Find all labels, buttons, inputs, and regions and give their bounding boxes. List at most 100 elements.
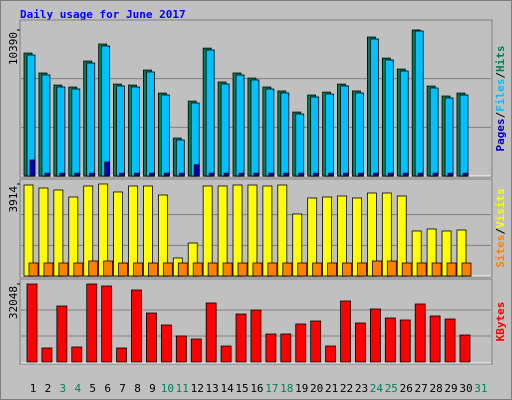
bar [310, 320, 322, 363]
bar [26, 283, 38, 363]
legend-entry: KBytes [494, 302, 507, 342]
bar [283, 172, 290, 177]
bar [56, 305, 68, 363]
bar [340, 85, 349, 177]
bar [432, 172, 439, 177]
bar [71, 346, 83, 363]
bar [68, 196, 79, 277]
bar [163, 172, 170, 177]
bar [149, 172, 155, 177]
bar [327, 262, 338, 277]
bar [26, 54, 36, 177]
x-tick-label: 4 [74, 382, 81, 395]
legend-entry: Files [494, 79, 507, 112]
bar [343, 172, 349, 177]
bar [247, 184, 258, 277]
bar [131, 289, 142, 363]
bar [414, 303, 426, 363]
bar [342, 262, 352, 277]
bar [235, 74, 245, 177]
x-tick-label: 9 [149, 382, 156, 395]
bar [313, 172, 320, 177]
legend: KBytes [494, 302, 507, 342]
bar [193, 164, 200, 177]
bar [237, 262, 248, 277]
chart-title: Daily usage for June 2017 [20, 8, 186, 21]
bar [461, 262, 472, 277]
x-tick-label: 25 [385, 382, 398, 395]
bar [23, 184, 34, 277]
bar [202, 185, 213, 277]
bar [417, 172, 424, 177]
bar [307, 197, 318, 277]
bar [86, 283, 98, 363]
bar [401, 262, 412, 277]
x-tick-label: 21 [325, 382, 338, 395]
x-tick-label: 6 [104, 382, 111, 395]
bar [157, 194, 168, 277]
bar [357, 262, 367, 277]
bar [148, 262, 158, 277]
bar [429, 315, 441, 363]
x-tick-label: 8 [134, 382, 141, 395]
bar [280, 333, 292, 363]
bar [29, 159, 36, 177]
bar [446, 262, 457, 277]
bar [220, 83, 230, 177]
bar [355, 92, 364, 177]
x-tick-label: 14 [220, 382, 234, 395]
bar [116, 347, 127, 363]
bar [101, 45, 111, 177]
bar [235, 313, 247, 363]
x-tick-label: 5 [89, 382, 96, 395]
bar [222, 262, 233, 277]
legend-separator: / [494, 228, 507, 235]
bar [41, 74, 51, 177]
bar [325, 93, 335, 177]
bar [58, 262, 69, 277]
bar [160, 324, 172, 363]
bar [411, 230, 422, 277]
bar [441, 230, 452, 277]
x-tick-label: 28 [429, 382, 442, 395]
bar [178, 172, 185, 177]
bar [28, 262, 39, 277]
bar [312, 262, 323, 277]
bar [295, 323, 307, 363]
bar [462, 172, 469, 177]
bar [399, 70, 409, 177]
bar [175, 139, 185, 177]
bar [113, 191, 123, 277]
bar [253, 172, 260, 177]
bar [250, 79, 260, 177]
x-tick-label: 27 [415, 382, 428, 395]
x-tick-label: 7 [119, 382, 126, 395]
legend-entry: Pages [494, 118, 507, 151]
bar [384, 317, 396, 363]
legend: Sites/Visits [494, 188, 507, 268]
y-tick-label: 10390 [7, 32, 20, 65]
x-tick-label: 26 [400, 382, 413, 395]
bar [162, 262, 173, 277]
bar [322, 196, 333, 277]
bar [381, 192, 392, 277]
bar [131, 86, 140, 177]
x-tick-label: 18 [280, 382, 293, 395]
bar [292, 213, 303, 277]
bar [295, 113, 305, 177]
bar [282, 262, 293, 277]
bar [459, 334, 471, 363]
bar [177, 262, 188, 277]
bar [337, 195, 347, 277]
legend-entry: Visits [494, 188, 507, 228]
bar [187, 242, 198, 277]
bar [402, 172, 409, 177]
bar [160, 94, 170, 177]
bar [118, 262, 128, 277]
bar [59, 172, 66, 177]
bar [232, 184, 243, 277]
bar [207, 262, 218, 277]
bar [103, 260, 114, 277]
bar [262, 185, 273, 277]
